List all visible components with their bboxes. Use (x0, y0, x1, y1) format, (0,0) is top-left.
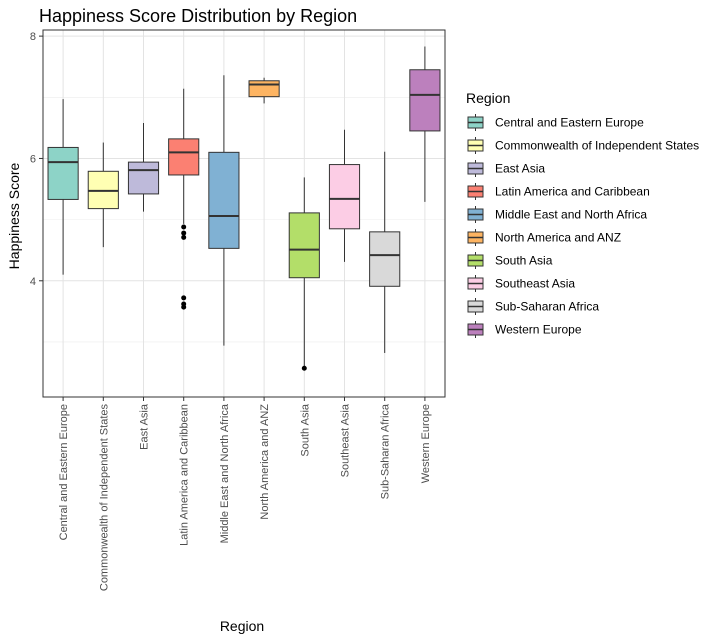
x-tick-label: Central and Eastern Europe (58, 404, 70, 540)
legend-label: Latin America and Caribbean (495, 185, 650, 199)
box-6 (248, 77, 280, 104)
y-tick-label: 4 (30, 276, 36, 288)
box-5 (208, 75, 240, 346)
box-iqr (168, 138, 200, 176)
box-2 (87, 142, 119, 248)
box-iqr (369, 231, 401, 287)
chart-title: Happiness Score Distribution by Region (39, 6, 357, 26)
box-4 (168, 88, 200, 310)
box-7 (288, 177, 320, 371)
legend-label: North America and ANZ (495, 231, 621, 245)
legend-label: Southeast Asia (495, 277, 575, 291)
box-10 (409, 46, 441, 202)
x-tick-label: North America and ANZ (259, 404, 271, 520)
legend-item: East Asia (467, 160, 545, 177)
box-8 (328, 129, 361, 262)
legend-item: Middle East and North Africa (467, 206, 647, 223)
plot-border (42, 29, 446, 398)
legend-item: Sub-Saharan Africa (467, 298, 599, 315)
outlier-point (301, 365, 307, 371)
box-iqr (409, 69, 441, 132)
box-9 (369, 151, 401, 353)
outlier-point (181, 234, 187, 240)
x-axis-title: Region (220, 618, 264, 634)
x-tick-label: Sub-Saharan Africa (380, 403, 392, 499)
legend-item: South Asia (467, 252, 553, 269)
legend-item: Southeast Asia (467, 275, 575, 292)
y-axis-title: Happiness Score (6, 162, 22, 269)
box-iqr (208, 151, 240, 249)
box-iqr (47, 146, 79, 200)
x-tick-label: Southeast Asia (340, 403, 352, 477)
x-tick-label: Commonwealth of Independent States (98, 404, 110, 592)
y-tick-label: 8 (30, 31, 36, 43)
x-tick-label: East Asia (139, 403, 151, 450)
legend-title: Region (466, 90, 510, 106)
legend: Region Central and Eastern Europe Commonw… (466, 90, 699, 338)
outlier-point (181, 224, 187, 230)
box-iqr (288, 212, 320, 279)
outlier-point (181, 304, 187, 310)
box-iqr (328, 164, 361, 230)
plot-background (43, 30, 445, 397)
legend-item: Central and Eastern Europe (467, 114, 644, 131)
legend-label: Western Europe (495, 323, 582, 337)
plot-area: 4 6 8 Central and Eastern Europe Commonwealt… (30, 29, 446, 592)
box-1 (47, 99, 79, 275)
legend-label: Central and Eastern Europe (495, 116, 644, 130)
x-tick-label: Western Europe (420, 404, 432, 483)
legend-label: Sub-Saharan Africa (495, 300, 599, 314)
legend-item: Latin America and Caribbean (467, 183, 650, 200)
x-tick-label: Middle East and North Africa (219, 403, 231, 543)
legend-label: Middle East and North Africa (495, 208, 647, 222)
outlier-point (181, 295, 187, 301)
legend-label: South Asia (495, 254, 553, 268)
box-iqr (248, 80, 280, 98)
legend-item: Commonwealth of Independent States (467, 137, 699, 154)
outlier-point (181, 230, 187, 236)
y-tick-label: 6 (30, 153, 36, 165)
box-3 (127, 122, 160, 212)
box-iqr (127, 161, 160, 195)
legend-item: North America and ANZ (467, 229, 621, 246)
x-tick-label: Latin America and Caribbean (179, 404, 191, 546)
x-tick-label: South Asia (299, 403, 311, 456)
legend-item: Western Europe (467, 321, 582, 338)
legend-label: East Asia (495, 162, 545, 176)
legend-label: Commonwealth of Independent States (495, 139, 699, 153)
